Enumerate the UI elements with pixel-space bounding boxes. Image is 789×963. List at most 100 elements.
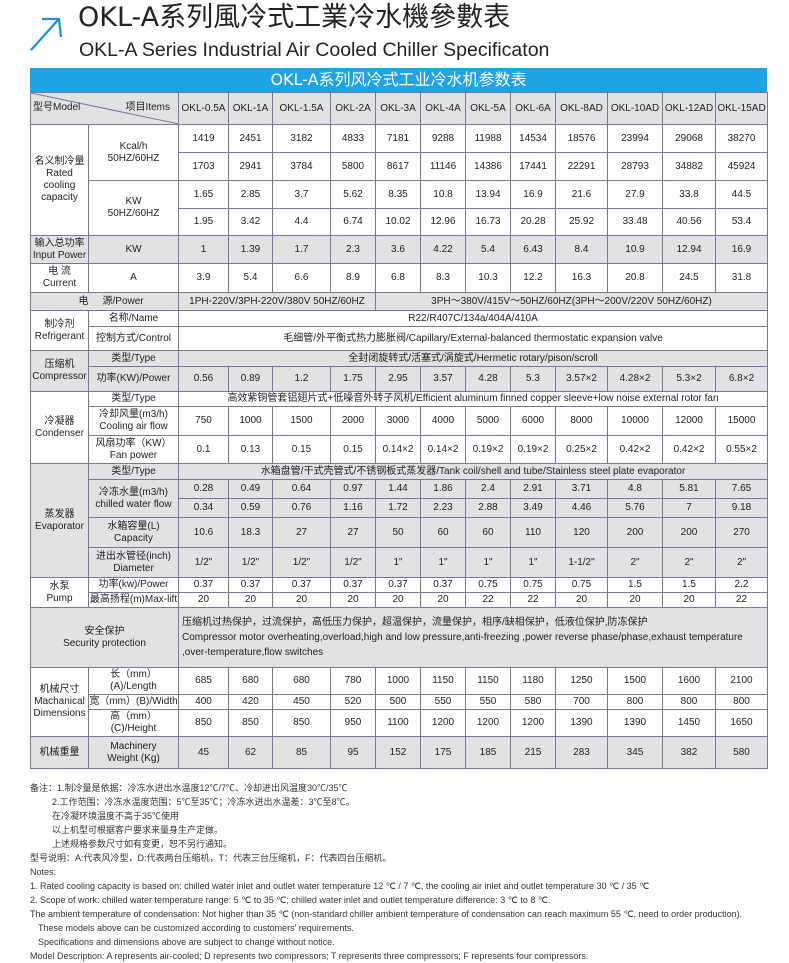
value-cell: 5.4 xyxy=(465,235,511,264)
model-header: OKL-1A xyxy=(228,92,273,125)
label-en: Pump xyxy=(46,592,73,604)
value-cell: 22 xyxy=(465,592,511,608)
label-cn: 进出水管径(inch) xyxy=(95,550,171,562)
model-header: OKL-0.5A xyxy=(178,92,229,125)
value-cell: 20.8 xyxy=(607,263,663,293)
sub-label: 高（mm）(C)/Height xyxy=(88,709,179,737)
value-cell: 1/2" xyxy=(272,547,331,578)
value-cell: 44.5 xyxy=(715,180,768,209)
value-cell: 0.28 xyxy=(178,479,229,499)
value-cell: 3.7 xyxy=(272,180,331,209)
value-cell: 5.81 xyxy=(662,479,716,499)
kw-unit-label: KW 50HZ/60HZ xyxy=(88,180,179,236)
power-single-phase: 1PH-220V/3PH-220V/380V 50HZ/60HZ xyxy=(178,292,376,311)
value-cell: 4.8 xyxy=(607,479,663,499)
value-cell: 3.9 xyxy=(178,263,229,293)
value-cell: 12.2 xyxy=(510,263,556,293)
value-cell: 1390 xyxy=(555,709,608,737)
value-cell: 152 xyxy=(375,736,421,769)
value-cell: 120 xyxy=(555,517,608,548)
value-cell: 20 xyxy=(420,592,466,608)
note-line: 1. Rated cooling capacity is based on: c… xyxy=(30,881,650,891)
notes: 备注：1.制冷量是依据：冷冻水进出水温度12℃/7℃、冷却进出风温度30℃/35… xyxy=(30,781,767,963)
value-cell: 20 xyxy=(375,592,421,608)
security-text: 压缩机过热保护，过流保护，高低压力保护，超温保护，流量保护，相序/缺相保护，低液… xyxy=(178,607,768,668)
value-cell: 9288 xyxy=(420,124,466,153)
label-cn: 蒸发器 xyxy=(44,508,75,520)
table-row: 压缩机 Compressor 类型/Type 全封闭旋转式/活塞式/涡旋式/Her… xyxy=(30,350,768,392)
label-cn: 冷凝器 xyxy=(44,415,75,427)
value-cell: 0.37 xyxy=(330,577,376,593)
table-title: OKL-A系列风冷式工业冷水机参数表 xyxy=(30,68,767,92)
label-cn: 电 流 xyxy=(48,266,71,277)
value-cell: 550 xyxy=(465,694,511,710)
value-cell: 1.72 xyxy=(375,498,421,518)
value-cell: 3.42 xyxy=(228,208,273,236)
value-cell: 5800 xyxy=(330,152,376,181)
value-cell: 1.16 xyxy=(330,498,376,518)
value-cell: 1000 xyxy=(375,667,421,695)
value-cell: 23994 xyxy=(607,124,663,153)
main-content: OKL-A系列风冷式工业冷水机参数表 型号Model 项目Items OKL-0… xyxy=(30,68,768,963)
value-cell: 8617 xyxy=(375,152,421,181)
value-cell: 2.23 xyxy=(420,498,466,518)
value-cell: 20 xyxy=(272,592,331,608)
value-cell: 12.96 xyxy=(420,208,466,236)
value-cell: 3784 xyxy=(272,152,331,181)
value-cell: 10000 xyxy=(607,406,663,436)
value-cell: 1200 xyxy=(465,709,511,737)
value-cell: 27 xyxy=(330,517,376,548)
value-cell: 11988 xyxy=(465,124,511,153)
label-cn: 安全保护 xyxy=(84,625,125,637)
value-cell: 50 xyxy=(375,517,421,548)
value-cell: 1.86 xyxy=(420,479,466,499)
value-cell: 4.22 xyxy=(420,235,466,264)
value-cell: 800 xyxy=(662,694,716,710)
value-cell: 2.3 xyxy=(330,235,376,264)
value-cell: 2451 xyxy=(228,124,273,153)
sub-label: 类型/Type xyxy=(88,350,179,367)
value-cell: 800 xyxy=(607,694,663,710)
label-en: Rated cooling capacity xyxy=(41,168,78,203)
value-cell: 8.3 xyxy=(420,263,466,293)
value-cell: 6.43 xyxy=(510,235,556,264)
value-cell: 10.02 xyxy=(375,208,421,236)
value-cell: 3.71 xyxy=(555,479,608,499)
value-cell: 2" xyxy=(607,547,663,578)
value-cell: 0.37 xyxy=(228,577,273,593)
value-cell: 2.85 xyxy=(228,180,273,209)
value-cell: 520 xyxy=(330,694,376,710)
value-cell: 0.42×2 xyxy=(662,435,716,464)
security-text-cn: 压缩机过热保护，过流保护，高低压力保护，超温保护，流量保护，相序/缺相保护，低液… xyxy=(182,617,648,628)
sub-label: 类型/Type xyxy=(88,463,179,480)
value-cell: 3.6 xyxy=(375,235,421,264)
value-cell: 4.46 xyxy=(555,498,608,518)
value-cell: 0.42×2 xyxy=(607,435,663,464)
table-row: 高（mm）(C)/Height 850 850 850 950 1100 1200 1200… xyxy=(31,709,768,737)
value-cell: 22291 xyxy=(555,152,608,181)
label-en: Compressor xyxy=(32,371,87,382)
kcal-unit-label: Kcal/h 50HZ/60HZ xyxy=(88,124,179,181)
value-cell: 1200 xyxy=(510,709,556,737)
table-row: 1703 2941 3784 5800 8617 11146 14386 17441 22291… xyxy=(31,152,768,181)
note-line: The ambient temperature of condensation:… xyxy=(30,909,743,919)
note-line: Model Description: A represents air-cool… xyxy=(30,951,589,961)
note-line: 型号说明：A:代表风冷型，D:代表两台压缩机，T：代表三台压缩机，F：代表四台压… xyxy=(30,853,392,863)
value-cell: 0.75 xyxy=(555,577,608,593)
value-cell: 0.89 xyxy=(228,366,273,392)
table-row: 最高扬程(m)Max-lift 20 20 20 20 20 20 22 22 20 20 20 22 xyxy=(31,592,768,608)
sub-label: 水箱容量(L) Capacity xyxy=(88,517,179,548)
value-cell: 400 xyxy=(178,694,229,710)
cooling-capacity-label: 名义制冷量 Rated cooling capacity xyxy=(30,124,89,236)
sub-label: 宽（mm）(B)/Width xyxy=(88,694,179,710)
value-cell: 185 xyxy=(465,736,511,769)
value-cell: 2" xyxy=(662,547,716,578)
table-row: 蒸发器 Evaporator 类型/Type 水箱盘管/干式壳管式/不锈钢板式蒸发… xyxy=(30,463,768,578)
value-cell: 345 xyxy=(607,736,663,769)
value-cell: 4000 xyxy=(420,406,466,436)
label-cn: 冷却风量(m3/h) xyxy=(99,409,168,420)
value-cell: 1150 xyxy=(420,667,466,695)
value-cell: 3.49 xyxy=(510,498,556,518)
value-cell: 16.9 xyxy=(510,180,556,209)
value-cell: 175 xyxy=(420,736,466,769)
